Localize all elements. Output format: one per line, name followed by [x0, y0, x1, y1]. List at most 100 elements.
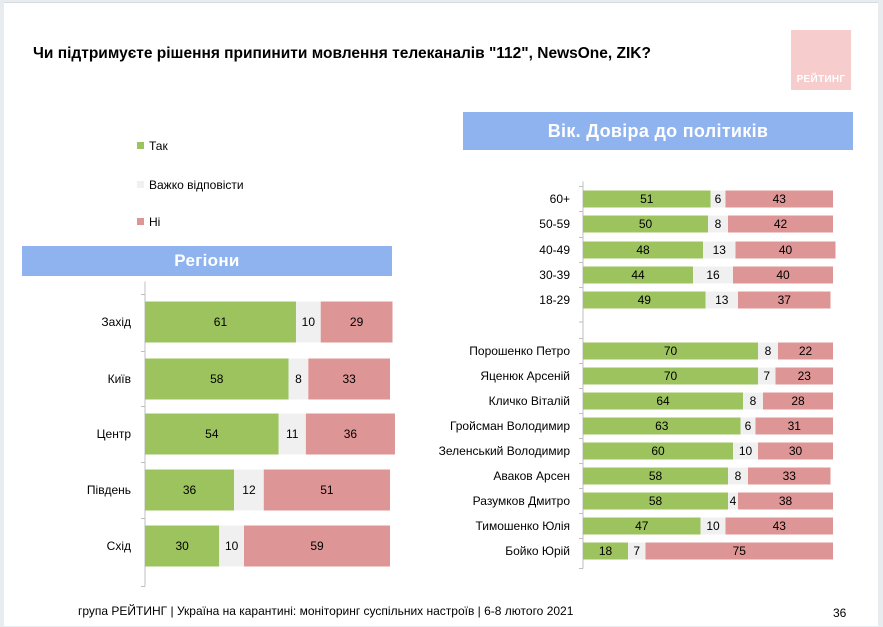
data-label-no: 37 [778, 293, 792, 307]
data-label-yes: 48 [636, 243, 650, 257]
bar-no [308, 358, 391, 400]
data-label-yes: 64 [656, 394, 670, 408]
bar-hard [743, 392, 763, 410]
category-label: Захід [101, 315, 131, 329]
data-label-hard: 8 [735, 469, 742, 483]
data-label-hard: 16 [706, 268, 720, 282]
category-label: Зеленський Володимир [439, 444, 571, 458]
data-label-hard: 13 [713, 243, 727, 257]
data-label-yes: 58 [649, 469, 663, 483]
bar-no [755, 417, 833, 435]
data-label-no: 29 [350, 315, 364, 329]
bar-hard [728, 467, 748, 485]
region-banner: Регіони [22, 246, 392, 276]
data-label-yes: 50 [639, 217, 653, 231]
bar-hard [693, 266, 733, 284]
bar-no [735, 241, 836, 259]
bar-no [763, 392, 833, 410]
data-label-yes: 70 [664, 344, 678, 358]
bar-no [748, 467, 831, 485]
bar-yes [583, 241, 703, 259]
data-label-hard: 10 [302, 315, 316, 329]
legend-label-no: Ні [149, 215, 161, 229]
bar-hard [288, 358, 309, 400]
bar-yes [583, 367, 758, 385]
data-label-hard: 10 [706, 519, 720, 533]
data-label-hard: 8 [765, 344, 772, 358]
category-label: 30-39 [539, 268, 570, 282]
bar-no [738, 492, 833, 510]
logo-text: РЕЙТИНГ [796, 74, 846, 85]
bar-hard [740, 417, 756, 435]
legend-label-yes: Так [149, 139, 168, 153]
data-label-hard: 10 [225, 539, 239, 553]
bar-no [725, 190, 833, 208]
data-label-hard: 8 [295, 372, 302, 386]
bar-hard [628, 542, 646, 560]
bar-hard [234, 469, 264, 511]
data-label-no: 33 [783, 469, 797, 483]
footer: група РЕЙТИНГ | Україна на карантині: мо… [78, 604, 574, 618]
bar-hard [219, 525, 244, 567]
data-label-no: 22 [799, 344, 813, 358]
data-label-yes: 63 [655, 419, 669, 433]
bar-hard [708, 215, 728, 233]
legend-swatch-no [137, 218, 144, 225]
legend-swatch-yes [137, 142, 144, 149]
bar-no [305, 413, 395, 455]
category-label: Разумков Дмитро [473, 494, 571, 508]
bar-no [728, 215, 833, 233]
data-label-no: 31 [788, 419, 802, 433]
data-label-hard: 7 [633, 544, 640, 558]
data-label-hard: 11 [286, 427, 299, 441]
bar-hard [758, 367, 776, 385]
bar-yes [583, 392, 743, 410]
bar-yes [583, 342, 758, 360]
bar-yes [583, 517, 701, 535]
data-label-no: 36 [344, 427, 358, 441]
bar-hard [700, 517, 726, 535]
data-label-hard: 8 [750, 394, 757, 408]
bar-yes [583, 190, 711, 208]
category-label: Аваков Арсен [493, 469, 570, 483]
data-label-hard: 10 [739, 444, 753, 458]
data-label-yes: 30 [175, 539, 189, 553]
bar-yes [145, 301, 296, 343]
data-label-no: 75 [733, 544, 747, 558]
data-label-no: 38 [779, 494, 793, 508]
data-label-no: 28 [791, 394, 805, 408]
bar-yes [583, 442, 733, 460]
bar-no [733, 266, 833, 284]
category-label: Гройсман Володимир [450, 419, 570, 433]
category-label: Схід [107, 539, 131, 553]
bar-no [738, 291, 831, 309]
data-label-hard: 13 [715, 293, 729, 307]
data-label-no: 42 [774, 217, 788, 231]
data-label-no: 23 [798, 369, 812, 383]
data-label-yes: 54 [205, 427, 219, 441]
bar-hard [758, 342, 778, 360]
bar-yes [583, 467, 728, 485]
data-label-no: 30 [789, 444, 803, 458]
data-label-no: 43 [773, 192, 787, 206]
legend-label-hard: Важко відповісти [149, 178, 244, 192]
bar-hard [710, 190, 726, 208]
category-label: 40-49 [539, 243, 570, 257]
bar-yes [583, 542, 628, 560]
data-label-hard: 4 [730, 494, 737, 508]
bar-yes [583, 291, 706, 309]
data-label-no: 43 [773, 519, 787, 533]
bar-yes [583, 492, 728, 510]
bar-yes [145, 358, 289, 400]
category-label: Кличко Віталій [489, 394, 570, 408]
bar-yes [145, 413, 279, 455]
age-trust-banner: Вік. Довіра до політиків [463, 112, 853, 150]
data-label-no: 51 [320, 483, 334, 497]
data-label-yes: 47 [635, 519, 649, 533]
bar-no [775, 367, 833, 385]
data-label-yes: 51 [640, 192, 654, 206]
data-label-yes: 61 [214, 315, 228, 329]
category-label: Порошенко Петро [469, 344, 570, 358]
bar-yes [583, 215, 708, 233]
